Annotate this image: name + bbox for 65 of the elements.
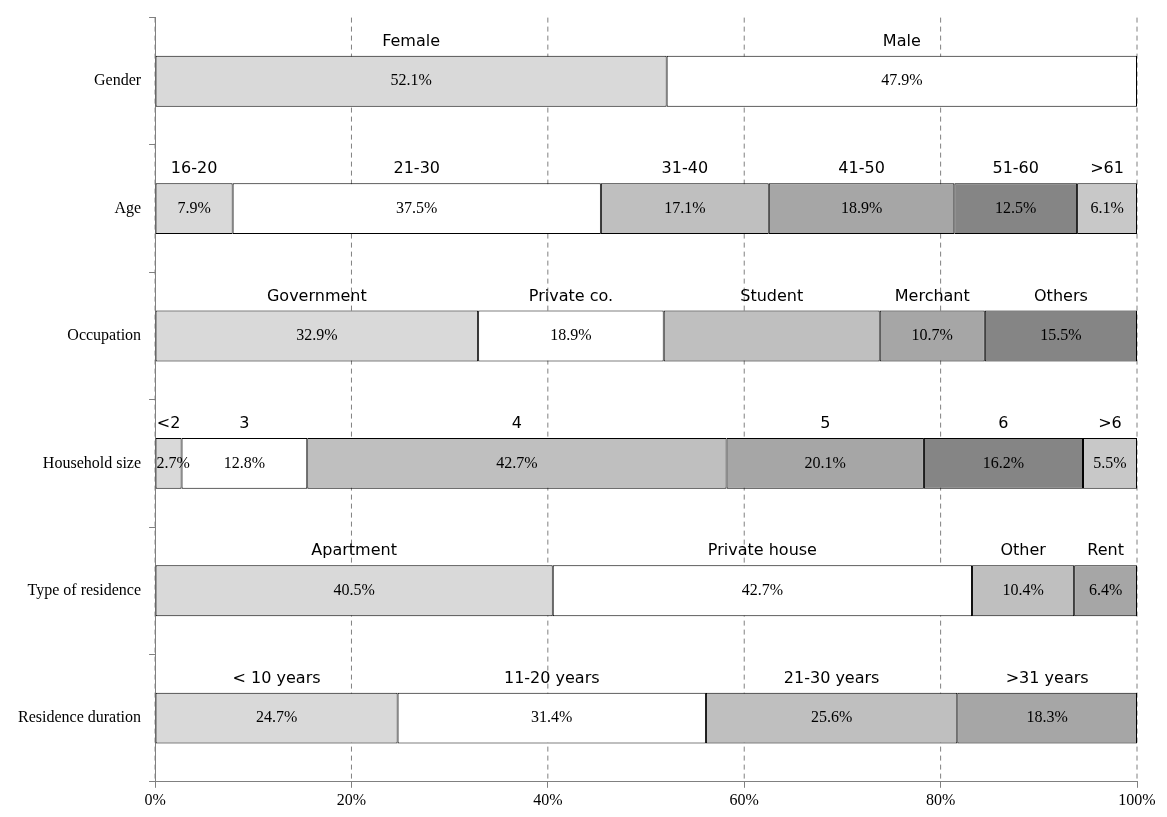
y-tick-label: Occupation (67, 326, 142, 345)
data-label: 52.1% (390, 71, 432, 89)
data-label: 16.2% (982, 453, 1025, 471)
data-label: 17.1% (664, 198, 706, 216)
x-tick-label: 80% (925, 790, 956, 808)
data-label: 42.7% (741, 580, 784, 598)
y-tick-label: Household size (42, 453, 142, 471)
annotation: Male (882, 30, 921, 50)
annotation: < 10 years (232, 667, 321, 687)
data-label: 7.9% (177, 198, 211, 216)
data-label: 12.5% (995, 198, 1037, 216)
data-label: 18.9% (550, 326, 592, 344)
annotation: >31 years (1005, 667, 1089, 687)
annotation: >6 (1098, 413, 1122, 433)
annotation: Student (740, 285, 804, 305)
annotation: 5 (820, 413, 831, 433)
annotation: 4 (511, 413, 523, 433)
data-label: 32.9% (296, 326, 338, 344)
data-label: 47.9% (881, 71, 923, 89)
annotation: 3 (239, 413, 250, 433)
x-tick-label: 40% (533, 790, 563, 808)
data-label: 20.1% (804, 453, 846, 471)
data-label: 5.5% (1093, 453, 1127, 471)
annotation: Other (1000, 540, 1047, 560)
y-tick-label: Age (114, 198, 142, 217)
annotation: >61 (1090, 158, 1124, 178)
annotation: Others (1034, 285, 1088, 305)
data-label: 6.1% (1090, 198, 1124, 216)
data-label: 40.5% (333, 580, 375, 598)
annotation: 6 (998, 413, 1009, 433)
annotation: Private co. (528, 285, 614, 305)
annotation: Rent (1087, 540, 1124, 560)
x-tick-label: 60% (729, 790, 759, 808)
data-label: 12.8% (223, 453, 266, 471)
data-label: 42.7% (496, 453, 538, 471)
data-label: 10.4% (1002, 580, 1044, 598)
data-label: 18.3% (1026, 708, 1068, 726)
data-label: 31.4% (531, 708, 573, 726)
annotation: Government (266, 285, 367, 305)
data-label: 6.4% (1088, 580, 1123, 598)
annotation: 21-30 (393, 158, 440, 178)
data-label: 25.6% (810, 708, 853, 726)
data-label: 18.9% (840, 198, 883, 216)
annotation: 31-40 (661, 158, 709, 178)
annotation: Merchant (894, 285, 970, 305)
x-tick-label: 0% (144, 790, 166, 808)
annotation: Female (382, 30, 441, 50)
x-tick-label: 100% (1118, 790, 1156, 808)
data-label: 37.5% (396, 198, 438, 216)
y-tick-label: Gender (93, 71, 142, 89)
annotation: 16-20 (170, 158, 218, 178)
annotation: 41-50 (838, 158, 885, 178)
annotation: 21-30 years (783, 667, 880, 687)
x-tick-label: 20% (336, 790, 367, 808)
data-label: 10.7% (911, 326, 953, 344)
annotation: 11-20 years (503, 667, 600, 687)
y-tick-label: Type of residence (27, 580, 142, 599)
y-tick-label: Residence duration (17, 708, 142, 726)
annotation: 51-60 (992, 158, 1039, 178)
annotation: Private house (707, 540, 817, 560)
data-label: 15.5% (1040, 326, 1082, 344)
annotation: Apartment (311, 540, 397, 560)
data-label: 2.7% (156, 453, 190, 471)
data-label: 24.7% (255, 708, 298, 726)
annotation: <2 (156, 413, 181, 433)
